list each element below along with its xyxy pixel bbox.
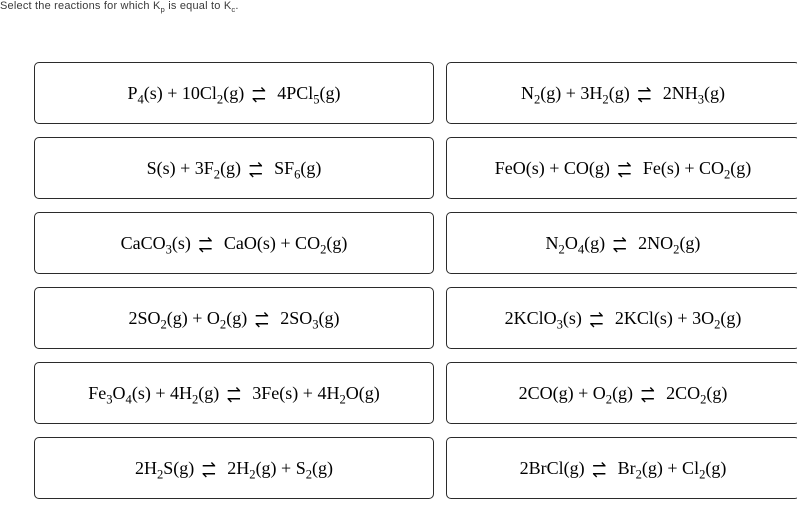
reaction-equation: 2KClO3(s) 2KCl(s) + 3O2(g)	[505, 308, 742, 329]
reaction-card[interactable]: 2KClO3(s) 2KCl(s) + 3O2(g)	[446, 287, 797, 349]
reaction-equation: P4(s) + 10Cl2(g) 4PCl5(g)	[127, 83, 340, 104]
reaction-card[interactable]: S(s) + 3F2(g) SF6(g)	[34, 137, 434, 199]
reaction-equation: N2(g) + 3H2(g) 2NH3(g)	[521, 83, 725, 104]
reaction-card[interactable]: 2CO(g) + O2(g) 2CO2(g)	[446, 362, 797, 424]
reaction-equation: 2SO2(g) + O2(g) 2SO3(g)	[128, 308, 339, 329]
reaction-card[interactable]: P4(s) + 10Cl2(g) 4PCl5(g)	[34, 62, 434, 124]
reaction-card[interactable]: FeO(s) + CO(g) Fe(s) + CO2(g)	[446, 137, 797, 199]
reaction-card[interactable]: N2(g) + 3H2(g) 2NH3(g)	[446, 62, 797, 124]
reaction-equation: Fe3O4(s) + 4H2(g) 3Fe(s) + 4H2O(g)	[88, 383, 380, 404]
reaction-equation: 2H2S(g) 2H2(g) + S2(g)	[135, 458, 333, 479]
reaction-card[interactable]: 2H2S(g) 2H2(g) + S2(g)	[34, 437, 434, 499]
reaction-equation: 2CO(g) + O2(g) 2CO2(g)	[519, 383, 728, 404]
reaction-card[interactable]: CaCO3(s) CaO(s) + CO2(g)	[34, 212, 434, 274]
reaction-card[interactable]: Fe3O4(s) + 4H2(g) 3Fe(s) + 4H2O(g)	[34, 362, 434, 424]
prompt-prefix: Select the reactions for which K	[0, 0, 160, 12]
reaction-equation: 2BrCl(g) Br2(g) + Cl2(g)	[520, 458, 727, 479]
prompt-suffix: .	[235, 0, 238, 12]
question-prompt: Select the reactions for which Kp is equ…	[0, 0, 239, 12]
reaction-equation: N2O4(g) 2NO2(g)	[546, 233, 701, 254]
reaction-card[interactable]: 2BrCl(g) Br2(g) + Cl2(g)	[446, 437, 797, 499]
reaction-grid: P4(s) + 10Cl2(g) 4PCl5(g) N2(g) + 3H2(g)…	[34, 62, 797, 499]
reaction-equation: FeO(s) + CO(g) Fe(s) + CO2(g)	[495, 158, 752, 179]
reaction-equation: S(s) + 3F2(g) SF6(g)	[147, 158, 322, 179]
reaction-equation: CaCO3(s) CaO(s) + CO2(g)	[121, 233, 348, 254]
prompt-mid: is equal to K	[165, 0, 231, 12]
reaction-card[interactable]: 2SO2(g) + O2(g) 2SO3(g)	[34, 287, 434, 349]
reaction-card[interactable]: N2O4(g) 2NO2(g)	[446, 212, 797, 274]
